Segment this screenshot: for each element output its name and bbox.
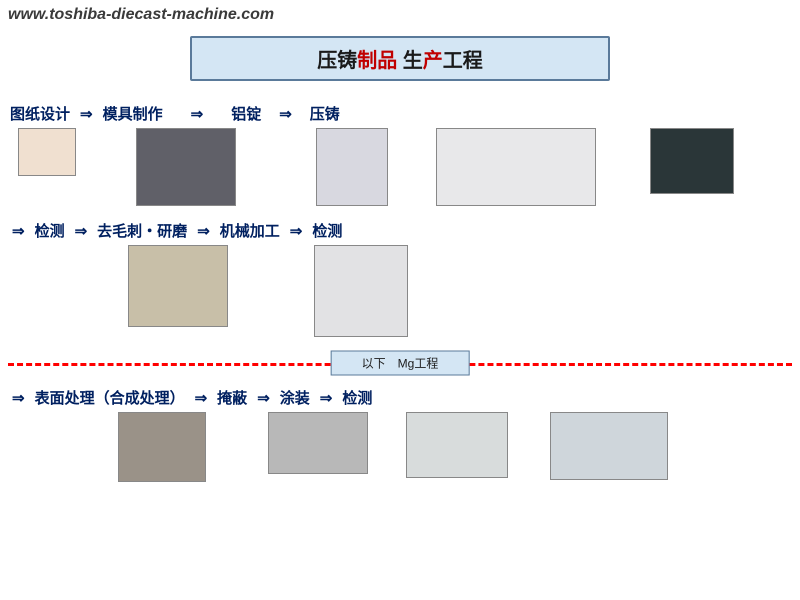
step-label: 检测 [312,220,342,241]
arrow-icon: ⇒ [185,389,218,407]
process-row-2-images [0,241,800,337]
step-label: 去毛刺・研磨 [97,220,187,241]
process-row-1-labels: 图纸设计 ⇒ 模具制作 ⇒ 铝锭 ⇒ 压铸 [0,103,800,124]
step-label: 铝锭 [231,103,261,124]
section-divider: 以下 Mg工程 [0,349,800,377]
step-label: 掩蔽 [217,387,247,408]
arrow-icon: ⇒ [10,389,35,407]
step-label: 机械加工 [220,220,280,241]
process-row-3-labels: ⇒ 表面处理（合成处理） ⇒ 掩蔽 ⇒ 涂装 ⇒ 检测 [0,387,800,408]
step-label: 图纸设计 [10,103,70,124]
process-image [118,412,206,482]
title-part4: 产 [423,50,443,72]
page-url-header: www.toshiba-diecast-machine.com [0,0,800,24]
arrow-icon: ⇒ [10,222,35,240]
process-image [316,128,388,206]
main-title-box: 压铸制品 生产工程 [190,36,610,81]
process-image [18,128,76,176]
title-part2: 制品 [357,50,397,72]
process-image [550,412,668,480]
arrow-icon: ⇒ [163,105,232,123]
arrow-icon: ⇒ [310,389,343,407]
process-image [268,412,368,474]
title-part3: 生 [397,50,423,72]
process-image [136,128,236,206]
arrow-icon: ⇒ [247,389,280,407]
process-image [650,128,734,194]
arrow-icon: ⇒ [187,222,220,240]
mg-process-label-box: 以下 Mg工程 [331,351,470,376]
step-label: 检测 [342,387,372,408]
step-label: 模具制作 [103,103,163,124]
title-part1: 压铸 [317,50,357,72]
step-label: 表面处理（合成处理） [35,387,185,408]
process-row-2-labels: ⇒ 检测 ⇒ 去毛刺・研磨 ⇒ 机械加工 ⇒ 检测 [0,220,800,241]
step-label: 检测 [35,220,65,241]
process-image [406,412,508,478]
process-image [128,245,228,327]
arrow-icon: ⇒ [261,105,310,123]
process-row-3-images [0,408,800,482]
title-part5: 工程 [443,50,483,72]
arrow-icon: ⇒ [65,222,98,240]
step-label: 涂装 [280,387,310,408]
step-label: 压铸 [310,103,340,124]
arrow-icon: ⇒ [70,105,103,123]
process-image [436,128,596,206]
arrow-icon: ⇒ [280,222,313,240]
process-row-1-images [0,124,800,206]
process-image [314,245,408,337]
